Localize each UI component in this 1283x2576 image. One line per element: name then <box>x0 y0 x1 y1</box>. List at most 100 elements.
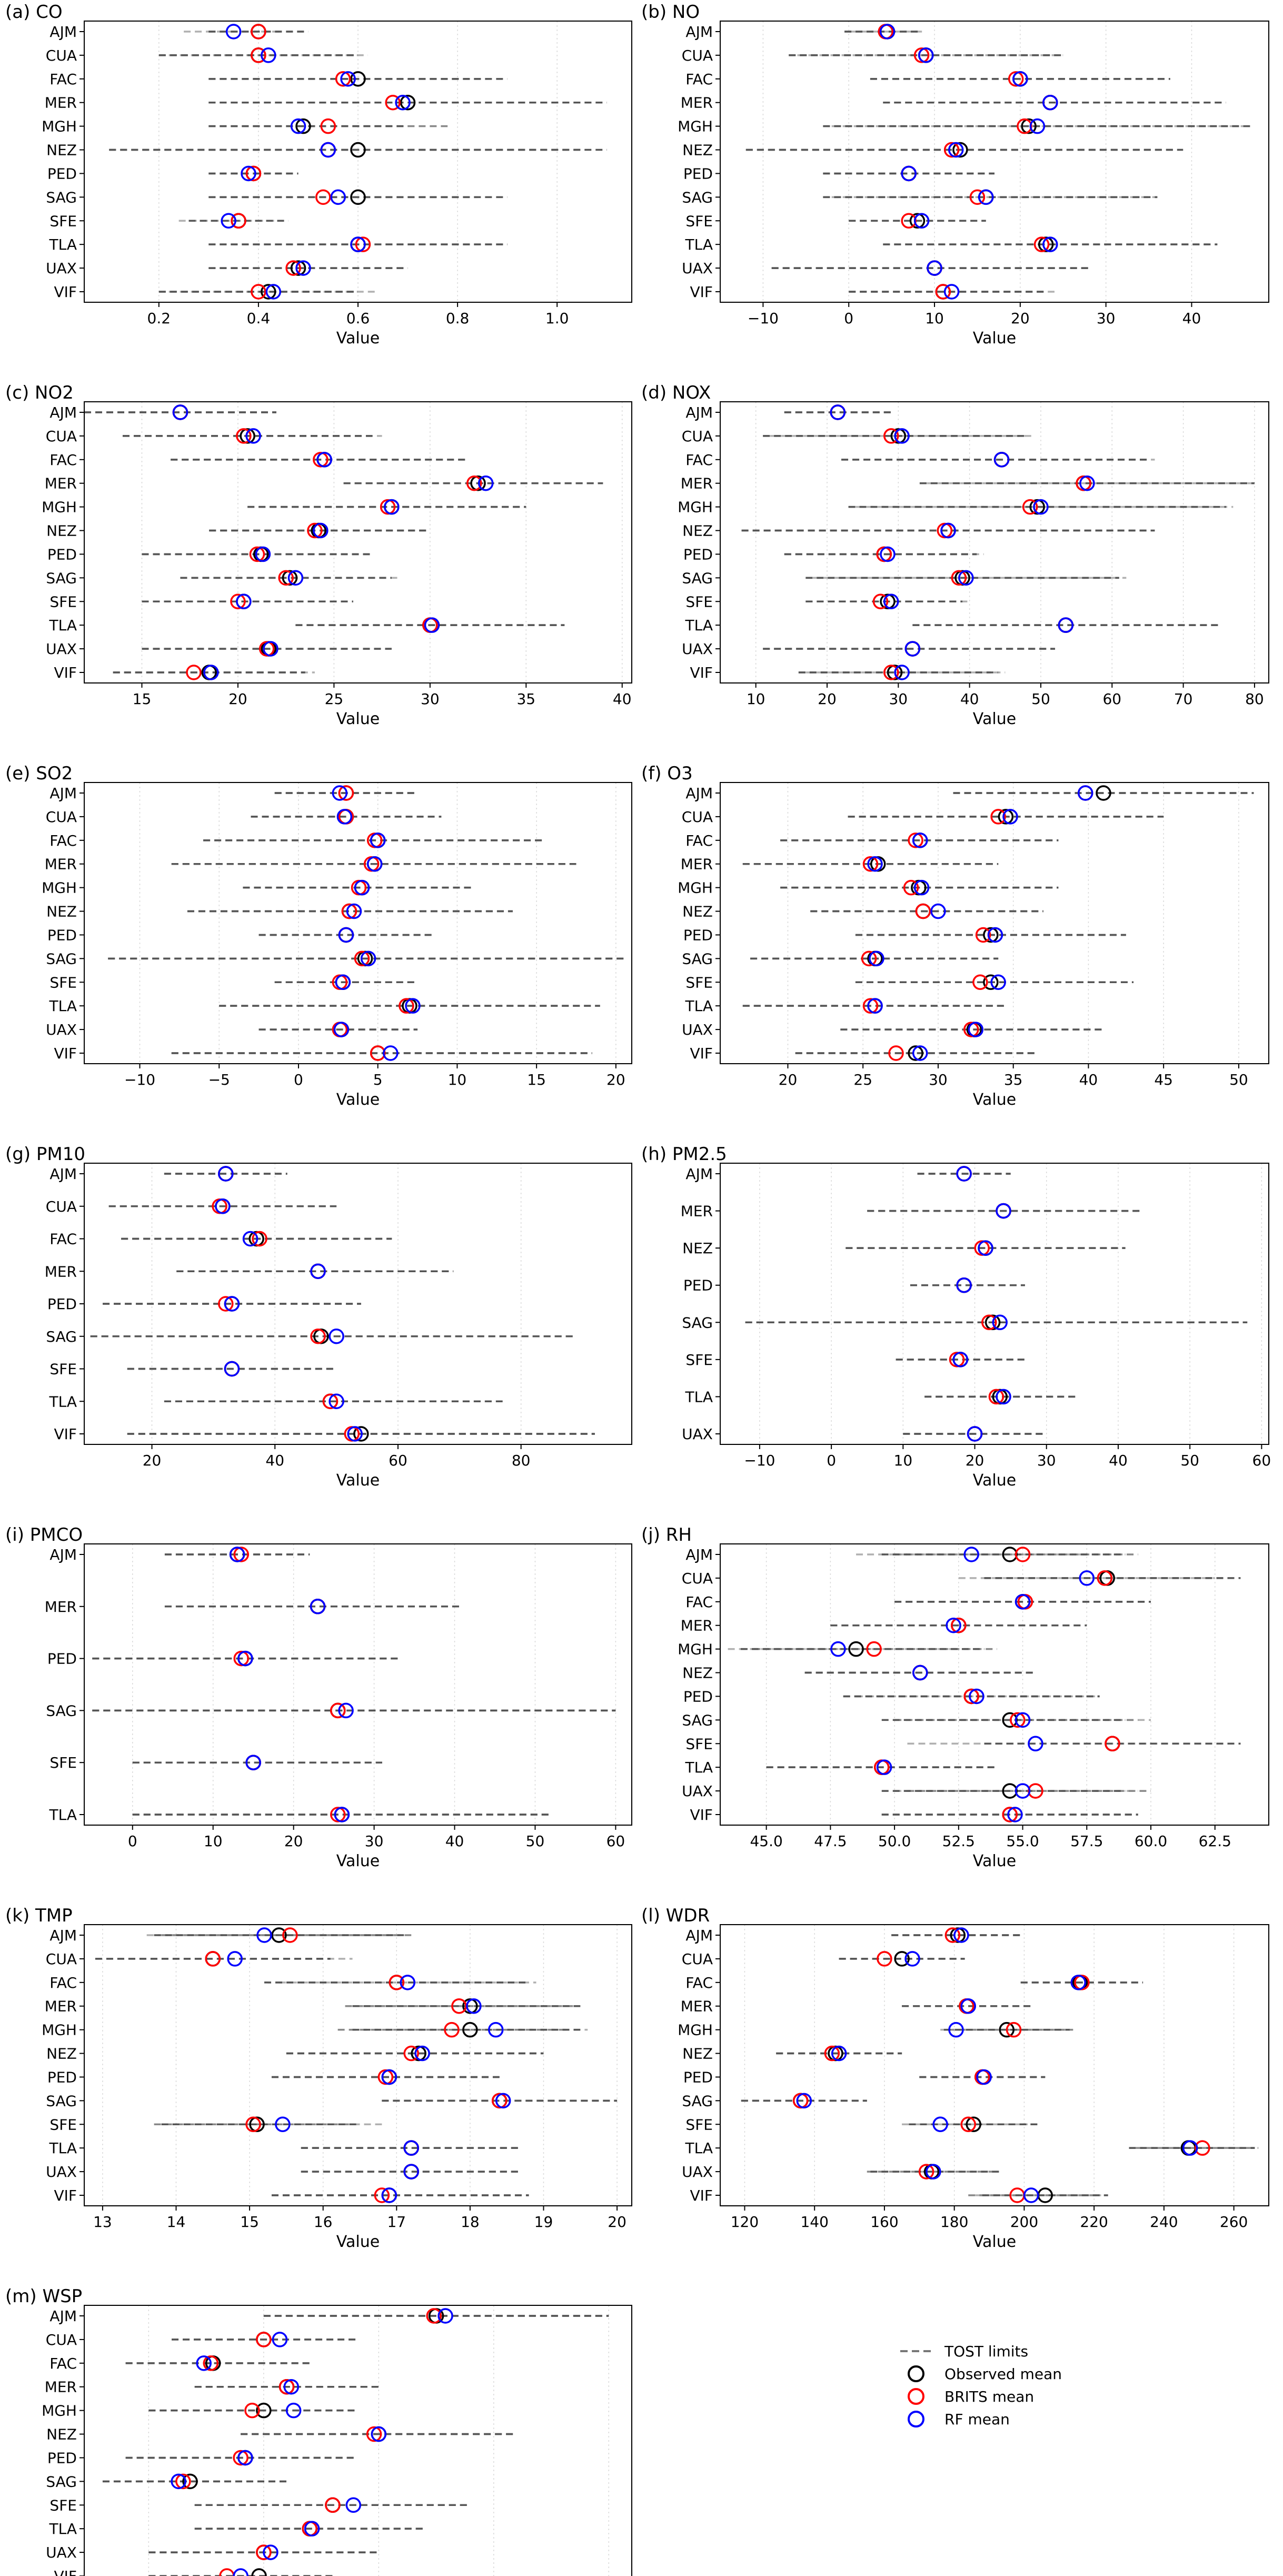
rf-mean-marker <box>400 1975 415 1990</box>
brits-mean-marker <box>325 2497 341 2513</box>
observed-mean-marker <box>1021 118 1037 134</box>
rf-mean-marker <box>329 1329 344 1344</box>
category-label: TLA <box>49 617 77 634</box>
category-label: UAX <box>46 2544 77 2561</box>
brits-mean-marker <box>1002 1807 1018 1822</box>
rf-mean-marker <box>880 546 896 562</box>
panel-title: (d) NOX <box>641 382 711 403</box>
category-label: UAX <box>682 1782 713 1800</box>
rf-mean-marker <box>384 499 400 515</box>
category-label: SFE <box>49 593 77 610</box>
rf-mean-marker <box>224 1361 240 1377</box>
x-tick-label: 0.2 <box>147 310 171 327</box>
brits-mean-marker <box>310 1329 326 1344</box>
x-tick-label: −5 <box>208 1071 230 1088</box>
rf-mean-marker <box>879 24 896 39</box>
x-tick-label: 80 <box>1245 690 1264 708</box>
x-tick-label: 16 <box>314 2213 333 2231</box>
category-label: AJM <box>49 1927 77 1944</box>
x-tick-label: 0 <box>128 1832 137 1850</box>
brits-mean-marker <box>466 475 482 491</box>
category-label: AJM <box>685 404 713 421</box>
plot-frame <box>84 1163 632 1445</box>
rf-mean-marker <box>237 1650 253 1667</box>
x-tick-label: 0.6 <box>346 310 370 327</box>
category-label: CUA <box>46 1198 77 1215</box>
rf-mean-marker <box>996 1203 1011 1219</box>
x-tick-label: 40 <box>1182 310 1201 327</box>
category-label: UAX <box>46 1021 77 1038</box>
x-tick-label: 30 <box>1037 1452 1056 1469</box>
panel-1: (a) CO 0.2 0.4 0.6 0.8 1.0 AJM CUA FAC MER MGH NEZ P… <box>5 2 632 348</box>
brits-mean-marker <box>205 1951 221 1967</box>
rf-mean-marker <box>414 2045 430 2062</box>
rf-mean-marker <box>952 1352 969 1368</box>
x-tick-label: 0.4 <box>247 310 271 327</box>
brits-mean-marker <box>403 2045 419 2062</box>
category-label: AJM <box>685 785 713 802</box>
plot-frame <box>84 1924 632 2206</box>
category-label: VIF <box>54 664 77 681</box>
x-axis-label: Value <box>973 329 1016 348</box>
panel-5: (e) SO2 −10 −5 0 5 10 15 20 AJM CUA FAC MER MGH NEZ PE… <box>5 763 632 1109</box>
brits-mean-marker <box>861 950 877 967</box>
x-tick-label: 18 <box>461 2213 480 2231</box>
category-label: TLA <box>49 2520 77 2538</box>
x-tick-label: 19 <box>534 2213 553 2231</box>
brits-mean-marker <box>1015 1547 1031 1562</box>
x-tick-label: 140 <box>800 2213 828 2231</box>
x-tick-label: 40 <box>960 690 979 708</box>
rf-mean-marker <box>926 2164 941 2179</box>
rf-mean-marker <box>333 1022 350 1037</box>
rf-mean-marker <box>1042 94 1058 111</box>
rf-mean-marker <box>196 2355 212 2371</box>
brits-mean-marker <box>341 903 357 919</box>
observed-mean-marker <box>983 927 999 943</box>
x-axis-label: Value <box>336 1091 380 1109</box>
category-label: UAX <box>682 1425 713 1443</box>
brits-mean-marker <box>322 1393 339 1409</box>
category-label: SFE <box>685 593 713 610</box>
x-tick-label: 35 <box>1004 1071 1023 1088</box>
rf-mean-marker <box>350 236 366 252</box>
rf-mean-marker <box>1058 617 1074 633</box>
category-label: AJM <box>49 785 77 802</box>
category-label: MER <box>681 94 713 112</box>
category-label: MGH <box>678 118 713 135</box>
brits-mean-marker <box>203 2355 219 2371</box>
category-label: TLA <box>49 1393 77 1410</box>
brits-mean-marker <box>975 927 991 943</box>
x-tick-label: 60.0 <box>1135 1832 1167 1850</box>
x-tick-label: 220 <box>1080 2213 1108 2231</box>
rf-mean-marker <box>960 1998 976 2014</box>
rf-mean-marker <box>242 1231 258 1247</box>
brits-mean-marker <box>249 546 265 562</box>
legend-rf-label: RF mean <box>944 2411 1010 2428</box>
x-tick-label: 35 <box>516 690 535 708</box>
brits-mean-marker <box>380 499 396 515</box>
brits-mean-marker <box>972 974 988 990</box>
plot-frame <box>720 21 1269 303</box>
rf-mean-marker <box>894 665 910 680</box>
rf-mean-marker <box>221 213 236 229</box>
plot-frame <box>720 1163 1269 1445</box>
rf-mean-marker <box>215 1198 231 1214</box>
brits-mean-marker <box>935 284 951 300</box>
observed-mean-marker <box>462 2022 478 2038</box>
brits-mean-marker <box>918 2164 934 2179</box>
brits-mean-marker <box>218 1296 234 1312</box>
brits-mean-marker <box>883 665 899 680</box>
rf-mean-marker <box>310 1263 326 1279</box>
rf-mean-marker <box>1042 236 1058 252</box>
brits-mean-marker <box>913 47 930 63</box>
category-label: SAG <box>682 189 713 206</box>
brits-mean-marker <box>233 1547 249 1562</box>
brits-mean-marker <box>943 142 960 158</box>
category-label: FAC <box>49 1231 77 1248</box>
rf-mean-marker <box>335 974 351 990</box>
category-label: SFE <box>685 212 713 230</box>
category-label: VIF <box>690 664 713 681</box>
brits-mean-marker <box>282 1927 298 1943</box>
brits-mean-marker <box>231 213 246 229</box>
rf-mean-marker <box>956 1166 972 1182</box>
